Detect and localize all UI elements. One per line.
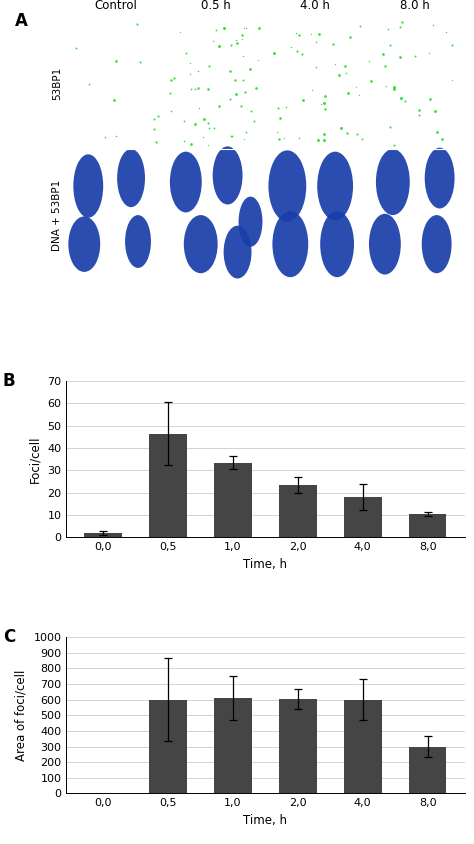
Bar — [344, 700, 382, 793]
Bar — [344, 497, 382, 538]
Ellipse shape — [268, 150, 306, 222]
Ellipse shape — [317, 152, 353, 220]
Ellipse shape — [117, 149, 145, 207]
Bar — [84, 533, 122, 538]
Ellipse shape — [376, 149, 410, 215]
Text: Control: Control — [95, 0, 137, 12]
Ellipse shape — [125, 215, 151, 268]
Ellipse shape — [238, 197, 263, 246]
Text: C: C — [3, 628, 15, 646]
X-axis label: Time, h: Time, h — [244, 558, 287, 571]
Y-axis label: Area of foci/cell: Area of foci/cell — [15, 669, 28, 761]
Ellipse shape — [224, 225, 252, 279]
Ellipse shape — [170, 152, 202, 213]
Text: DNA + 53BP1: DNA + 53BP1 — [53, 180, 63, 251]
Bar — [149, 434, 187, 538]
Bar — [214, 698, 252, 793]
Ellipse shape — [422, 215, 452, 273]
Text: A: A — [15, 12, 27, 30]
Text: 4.0 h: 4.0 h — [300, 0, 330, 12]
Text: 8.0 h: 8.0 h — [400, 0, 429, 12]
Bar — [279, 484, 317, 538]
Ellipse shape — [68, 216, 100, 272]
Bar — [409, 746, 447, 793]
Ellipse shape — [320, 211, 354, 277]
Ellipse shape — [73, 154, 103, 218]
Bar — [409, 514, 447, 538]
X-axis label: Time, h: Time, h — [244, 814, 287, 827]
Bar — [214, 463, 252, 538]
Text: 53BP1: 53BP1 — [53, 67, 63, 100]
Ellipse shape — [184, 215, 218, 273]
Ellipse shape — [273, 211, 308, 277]
Text: 0.5 h: 0.5 h — [201, 0, 230, 12]
Ellipse shape — [213, 146, 243, 204]
Y-axis label: Foci/cell: Foci/cell — [29, 436, 42, 483]
Text: B: B — [3, 371, 15, 390]
Bar — [149, 700, 187, 793]
Bar — [279, 699, 317, 793]
Ellipse shape — [369, 214, 401, 274]
Ellipse shape — [425, 148, 455, 208]
